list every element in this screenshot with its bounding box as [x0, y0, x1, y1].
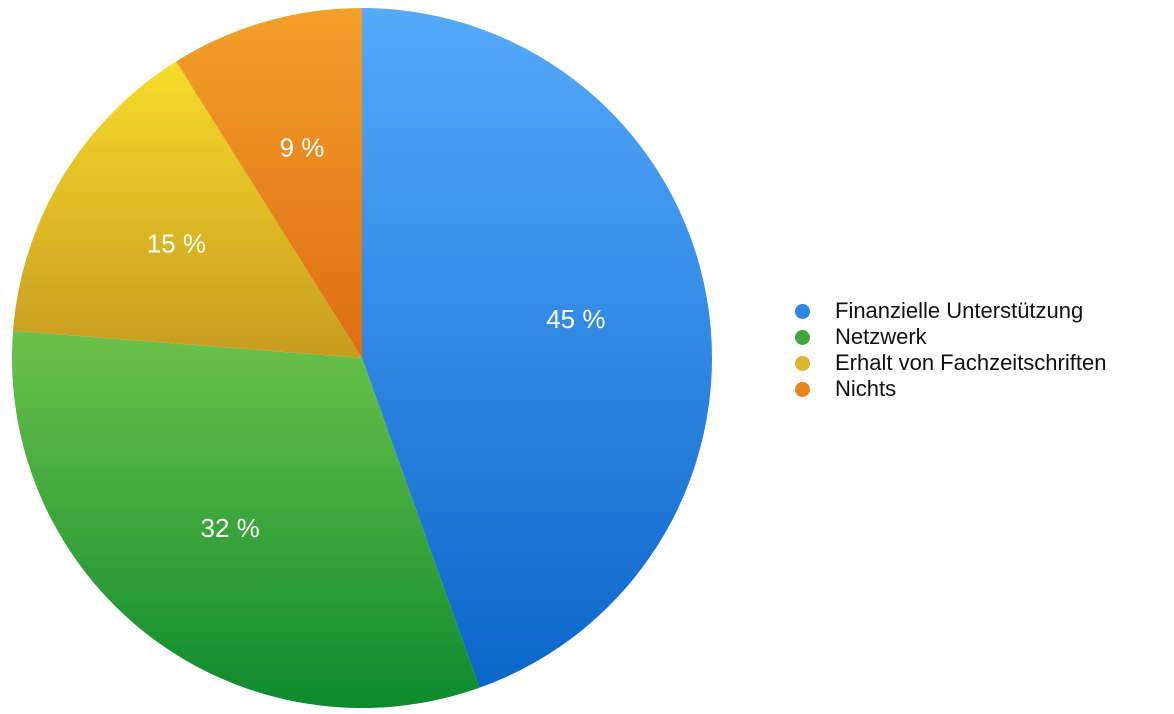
- slice-value-label: 9 %: [280, 132, 325, 162]
- legend-swatch-blue: [795, 303, 810, 319]
- slice-value-label: 32 %: [200, 513, 259, 543]
- legend-item-netzwerk: Netzwerk: [795, 324, 1106, 350]
- legend-item-erhalt-von-fachzeitschriften: Erhalt von Fachzeitschriften: [795, 350, 1106, 376]
- slice-nichts: [176, 7, 362, 358]
- legend-label: Finanzielle Unterstützung: [835, 298, 1084, 323]
- legend-label: Netzwerk: [835, 324, 927, 349]
- legend-label: Nichts: [835, 376, 897, 401]
- legend-item-nichts: Nichts: [795, 376, 1106, 402]
- slice-value-label: 15 %: [147, 229, 206, 259]
- slice-netzwerk: [11, 330, 480, 708]
- slice-value-label: 45 %: [546, 304, 605, 334]
- legend-swatch-green: [795, 329, 810, 345]
- slice-erhalt-von-fachzeitschriften: [13, 61, 363, 359]
- legend-label: Erhalt von Fachzeitschriften: [835, 350, 1107, 375]
- legend-item-finanzielle-unterstuetzung: Finanzielle Unterstützung: [795, 298, 1106, 324]
- legend: Finanzielle Unterstützung Netzwerk Erhal…: [795, 298, 1106, 402]
- slice-finanzielle-unterstuetzung: [362, 8, 712, 688]
- legend-swatch-yellow: [795, 355, 810, 371]
- legend-swatch-orange: [795, 381, 810, 397]
